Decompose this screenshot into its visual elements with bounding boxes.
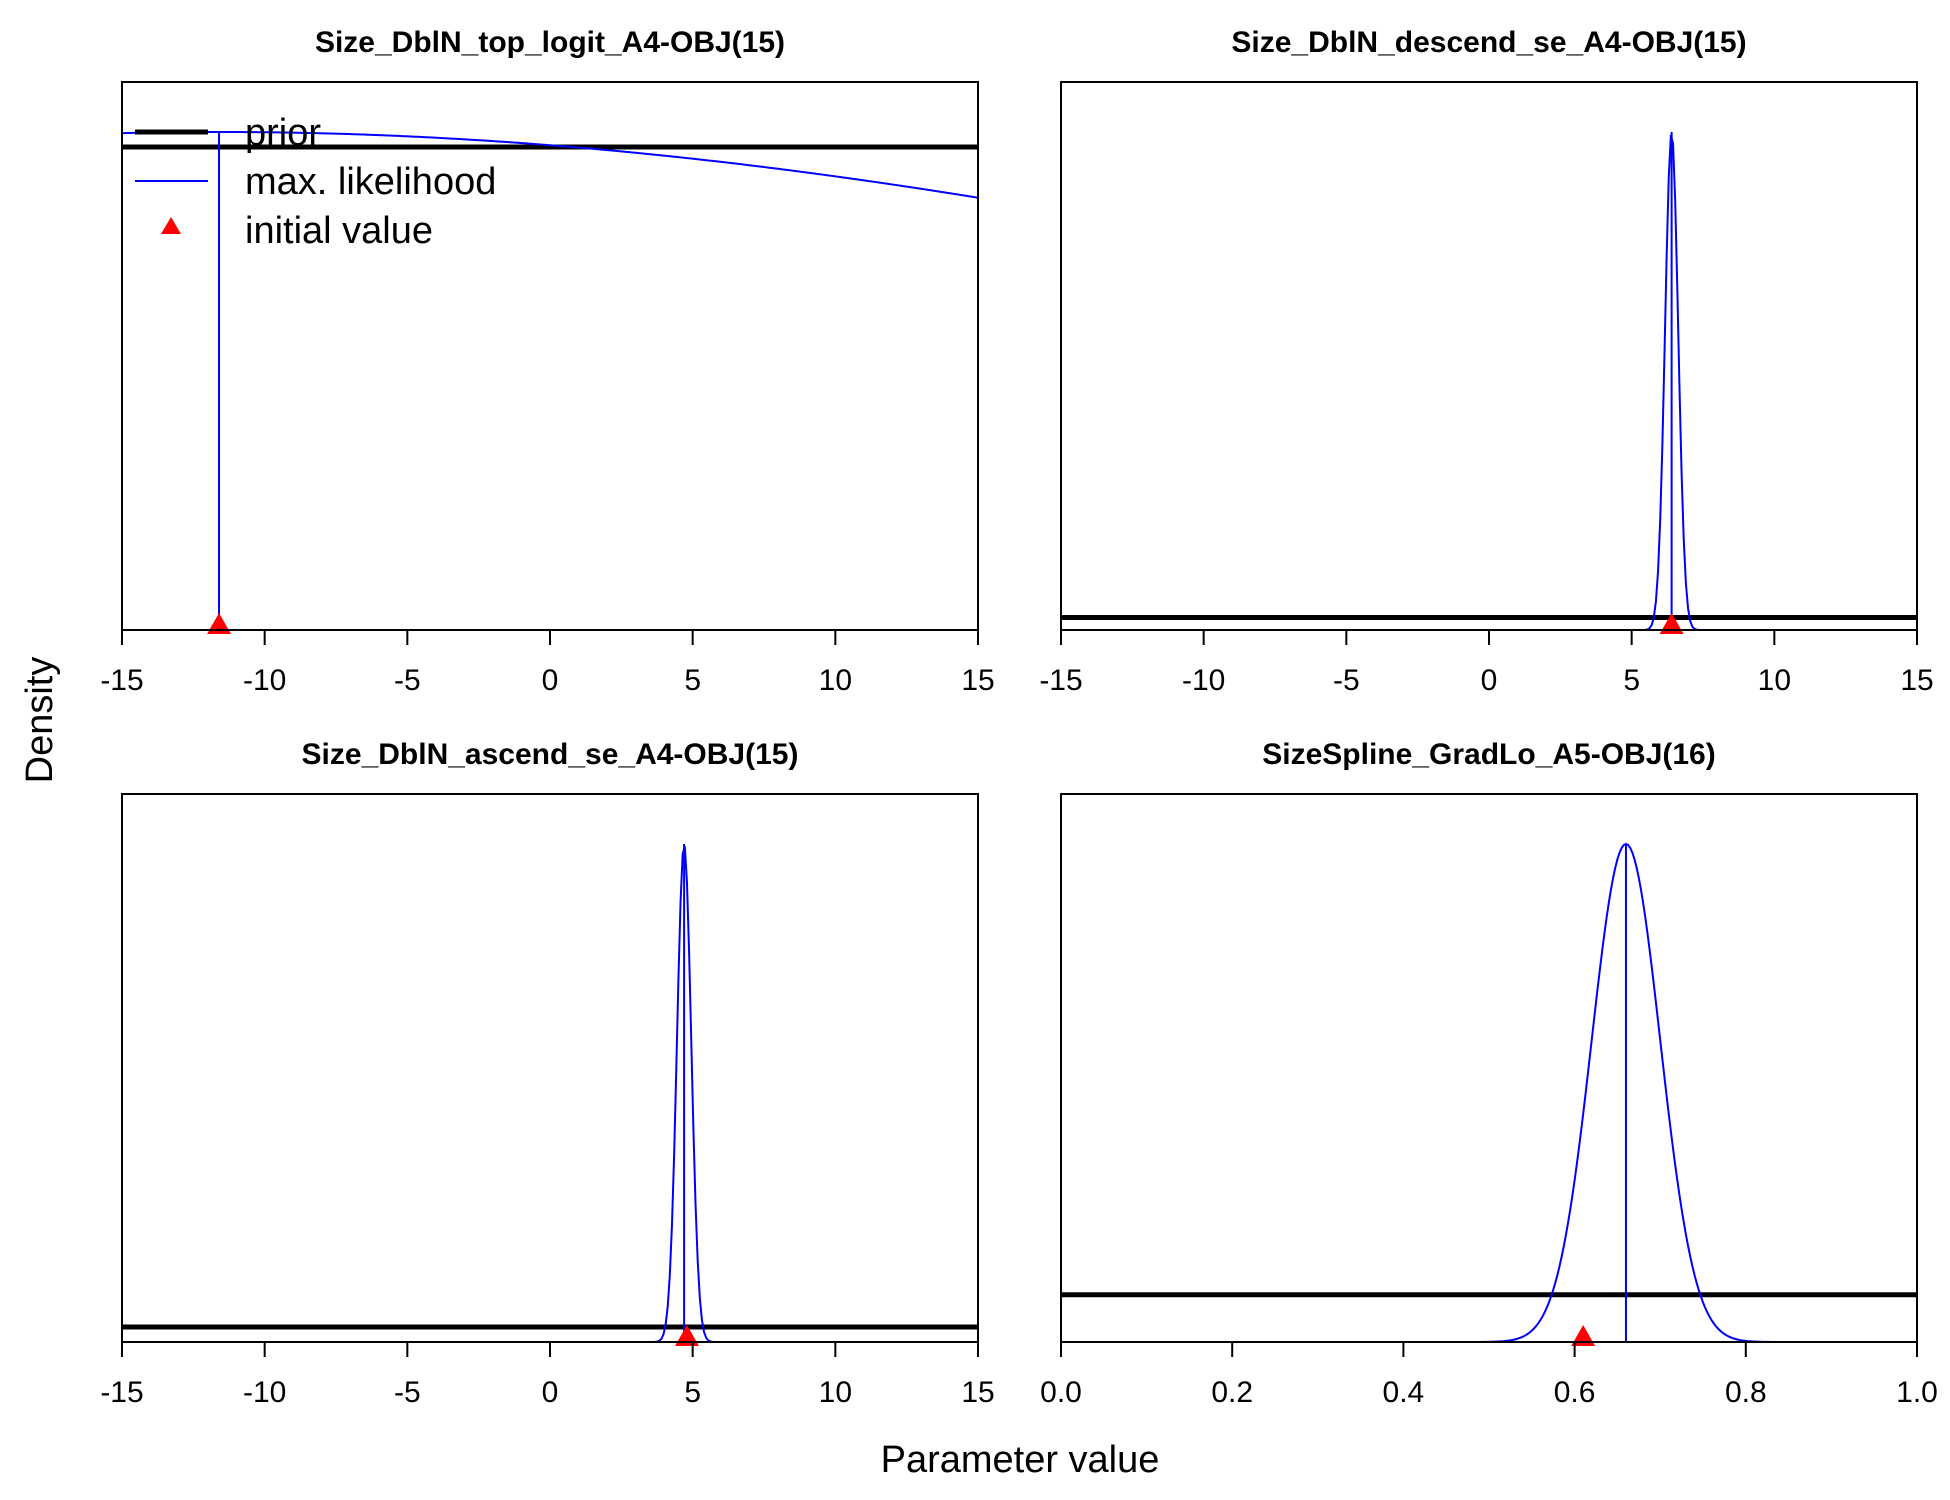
x-tick-label: 15 — [961, 1376, 994, 1409]
x-tick-label: -15 — [100, 664, 143, 697]
x-tick-label: -10 — [1182, 664, 1225, 697]
x-tick-label: -5 — [1333, 664, 1360, 697]
legend-prior-label: prior — [245, 112, 321, 154]
panel-3: Size_DblN_ascend_se_A4-OBJ(15) -15 -10 -5 0 5… — [100, 738, 994, 1409]
plot-frame — [121, 793, 979, 1343]
panels-layer: Size_DblN_top_logit_A4-OBJ(15) -15 -10 -5 0 5… — [100, 26, 1938, 1409]
plot-area — [122, 131, 978, 630]
legend-initial-value-label: initial value — [245, 210, 433, 252]
x-tick-label: -5 — [394, 664, 421, 697]
panel-2: Size_DblN_descend_se_A4-OBJ(15) -15 -10 -5 0… — [1039, 26, 1933, 697]
x-tick-label: 0.8 — [1725, 1376, 1767, 1409]
initial-value-marker — [1571, 1325, 1596, 1346]
mle-density-curve — [122, 131, 978, 199]
x-tick-label: 5 — [684, 664, 701, 697]
x-tick-label: -10 — [243, 1376, 286, 1409]
x-tick-label: 0.2 — [1211, 1376, 1253, 1409]
x-tick-label: 0 — [542, 1376, 559, 1409]
x-tick-label: 5 — [684, 1376, 701, 1409]
panel-title: Size_DblN_top_logit_A4-OBJ(15) — [315, 26, 785, 59]
x-axis-title: Parameter value — [881, 1439, 1160, 1481]
panel-title: SizeSpline_GradLo_A5-OBJ(16) — [1262, 738, 1715, 771]
mle-density-curve — [1061, 842, 1917, 1342]
initial-value-marker — [674, 1325, 699, 1346]
plot-area — [122, 844, 978, 1342]
mle-density-curve — [1061, 134, 1917, 630]
initial-value-marker — [207, 613, 232, 634]
x-tick-label: 15 — [961, 664, 994, 697]
legend-initial-value-marker — [161, 217, 181, 234]
panel-title: Size_DblN_descend_se_A4-OBJ(15) — [1231, 26, 1746, 59]
x-tick-label: 10 — [1758, 664, 1791, 697]
legend: prior max. likelihood initial value — [135, 112, 496, 252]
plot-frame — [1060, 81, 1918, 631]
x-tick-label: 0.6 — [1554, 1376, 1596, 1409]
x-tick-label: 0 — [542, 664, 559, 697]
legend-mle-label: max. likelihood — [245, 161, 496, 203]
x-tick-label: -5 — [394, 1376, 421, 1409]
x-tick-label: -15 — [1039, 664, 1082, 697]
plot-area — [1061, 132, 1917, 630]
panel-title: Size_DblN_ascend_se_A4-OBJ(15) — [302, 738, 799, 771]
x-tick-label: 0.4 — [1383, 1376, 1425, 1409]
plot-area — [1061, 842, 1917, 1342]
plot-frame — [1060, 793, 1918, 1343]
x-tick-label: 10 — [819, 664, 852, 697]
x-tick-label: 0.0 — [1040, 1376, 1082, 1409]
panel-1: Size_DblN_top_logit_A4-OBJ(15) -15 -10 -5 0 5… — [100, 26, 994, 697]
x-tick-label: -10 — [243, 664, 286, 697]
x-tick-label: 5 — [1623, 664, 1640, 697]
x-tick-label: 10 — [819, 1376, 852, 1409]
x-tick-label: 1.0 — [1896, 1376, 1938, 1409]
x-tick-label: -15 — [100, 1376, 143, 1409]
y-axis-title: Density — [19, 657, 61, 784]
mle-density-curve — [122, 846, 978, 1342]
x-tick-label: 0 — [1481, 664, 1498, 697]
x-tick-label: 15 — [1900, 664, 1933, 697]
panel-4: SizeSpline_GradLo_A5-OBJ(16) 0.0 0.2 0.4 0.6… — [1040, 738, 1938, 1409]
initial-value-marker — [1659, 613, 1684, 634]
